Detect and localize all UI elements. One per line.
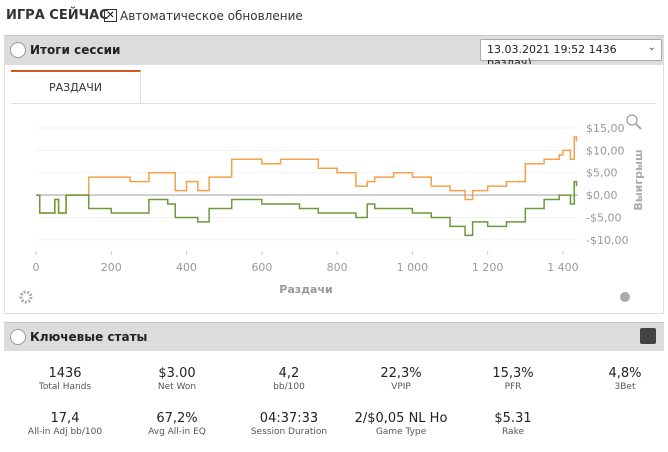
- x-tick-label: 1 400: [547, 261, 579, 274]
- stat: $5.31 Rake: [463, 411, 563, 437]
- stat: 04:37:33 Session Duration: [239, 411, 339, 437]
- stat: 4,8% 3Bet: [575, 366, 668, 392]
- stat-label: Game Type: [375, 427, 427, 437]
- stat: $3.00 Net Won: [127, 366, 227, 392]
- tab-line: [11, 103, 656, 104]
- stat-value: 22,3%: [380, 366, 422, 381]
- x-tick-label: 1 200: [472, 261, 504, 274]
- stat-label: Session Duration: [250, 427, 328, 437]
- series-line: [36, 180, 578, 237]
- stat: 22,3% VPIP: [351, 366, 451, 392]
- section-title: Итоги сессии: [30, 43, 121, 57]
- stat: 17,4 All-in Adj bb/100: [15, 411, 115, 437]
- page-title: ИГРА СЕЙЧАС: [6, 8, 109, 23]
- stat: 67,2% Avg All-in EQ: [127, 411, 227, 437]
- stat-value: $5.31: [494, 411, 532, 426]
- y-tick-label: -$5,00: [586, 211, 621, 224]
- tab[interactable]: РАЗДАЧИ: [11, 70, 141, 104]
- stat-label: Net Won: [157, 382, 197, 392]
- stat-value: 67,2%: [156, 411, 198, 426]
- session-header: Итоги сессии 13.03.2021 19:52 1436 разда…: [4, 35, 664, 69]
- x-tick-label: 800: [327, 261, 348, 274]
- layout-button[interactable]: [640, 328, 656, 344]
- y-tick-label: $0,00: [586, 189, 618, 202]
- y-tick-label: $10,00: [586, 144, 625, 157]
- stat-value: 04:37:33: [259, 411, 319, 426]
- chevron: ⌄: [647, 42, 656, 53]
- checkbox[interactable]: ✕: [104, 9, 117, 22]
- x-tick-label: 200: [101, 261, 122, 274]
- stat: 4,2 bb/100: [239, 366, 339, 392]
- collapse-button[interactable]: [10, 42, 26, 58]
- stat-label: PFR: [504, 382, 522, 392]
- y-tick-label: $15,00: [586, 122, 625, 135]
- stat-value: 2/$0,05 NL Ho: [354, 411, 448, 426]
- x-tick-label: 600: [251, 261, 272, 274]
- stat-label: bb/100: [273, 382, 305, 392]
- checkbox-label[interactable]: Автоматическое обновление: [120, 9, 303, 23]
- stat-label: Total Hands: [38, 382, 92, 392]
- settings-icon[interactable]: [19, 290, 33, 304]
- collapse-button[interactable]: [10, 329, 26, 345]
- series-line: [36, 136, 578, 214]
- stat: 2/$0,05 NL Ho Game Type: [351, 411, 451, 437]
- zoom-icon-handle: [635, 123, 642, 130]
- stat: 1436 Total Hands: [15, 366, 115, 392]
- stat-value: 15,3%: [492, 366, 534, 381]
- x-tick-label: 1 000: [397, 261, 429, 274]
- stat-value: 4,2: [278, 366, 300, 381]
- stat-label: VPIP: [391, 382, 411, 392]
- y-axis-label: Выигрыш: [632, 149, 645, 210]
- stat-value: $3.00: [158, 366, 196, 381]
- chart-card: [4, 64, 664, 314]
- y-tick-label: $5,00: [586, 167, 618, 180]
- chart: Выигрыш Раздачи -$10,00 -$5,00 $0,00 $5,00 $…: [19, 114, 645, 304]
- stat-value: 1436: [48, 366, 82, 381]
- stat: 15,3% PFR: [463, 366, 563, 392]
- stat-label: Avg All-in EQ: [148, 427, 206, 437]
- stats-header: Ключевые статы: [4, 322, 664, 351]
- stat-label: Rake: [502, 427, 524, 437]
- stat-label: All-in Adj bb/100: [27, 427, 103, 437]
- x-tick-label: 400: [176, 261, 197, 274]
- info-icon[interactable]: [620, 292, 630, 302]
- zoom-icon[interactable]: [626, 114, 638, 126]
- section-title: Ключевые статы: [30, 330, 148, 344]
- session-select[interactable]: 13.03.2021 19:52 1436 раздач) ⌄: [480, 39, 662, 69]
- stat-value: 4,8%: [608, 366, 642, 381]
- x-tick-label: 0: [33, 261, 40, 274]
- y-tick-label: -$10,00: [586, 234, 628, 247]
- x-axis-label: Раздачи: [279, 283, 332, 296]
- stat-label: 3Bet: [614, 382, 636, 392]
- stat-value: 17,4: [50, 411, 80, 426]
